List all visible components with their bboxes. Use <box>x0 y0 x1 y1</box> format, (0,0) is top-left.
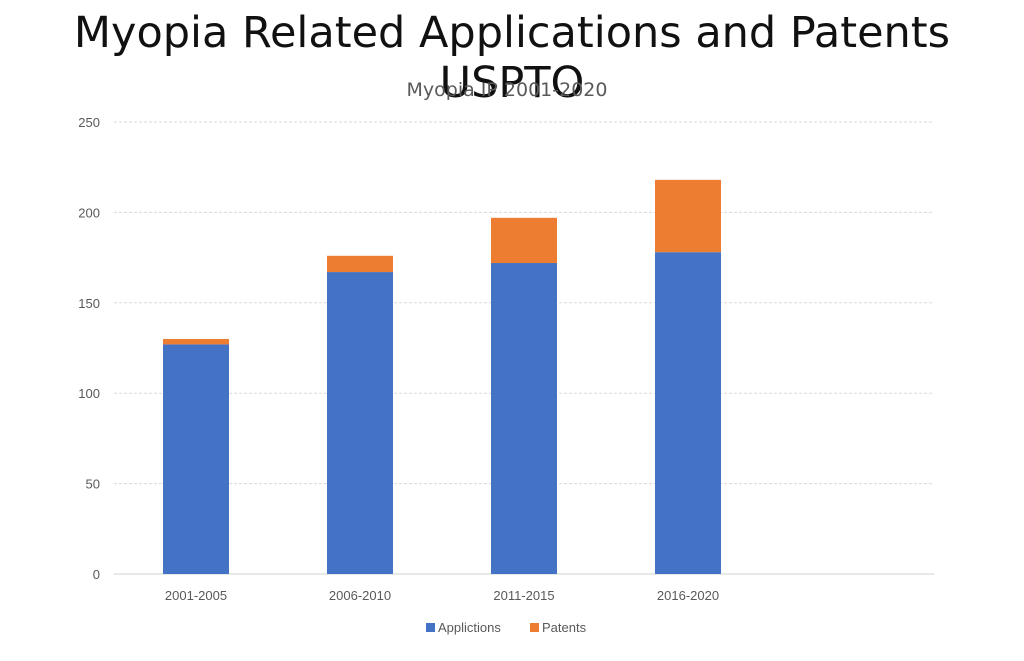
y-tick-label: 200 <box>78 205 100 220</box>
slide-title: Myopia Related Applications and Patents … <box>73 8 951 108</box>
bar-patents <box>327 255 393 273</box>
x-tick-label: 2011-2015 <box>493 588 554 603</box>
bar-applications <box>491 263 557 574</box>
bars <box>163 179 721 574</box>
y-axis-ticks: 0 50 100 150 200 250 <box>78 115 100 582</box>
legend-label: Patents <box>542 620 587 635</box>
legend-swatch <box>530 623 539 632</box>
legend-swatch <box>426 623 435 632</box>
y-tick-label: 150 <box>78 296 100 311</box>
bar-applications <box>163 344 229 574</box>
x-tick-label: 2016-2020 <box>657 588 719 603</box>
legend-label: Applictions <box>438 620 501 635</box>
bar-patents <box>491 217 557 264</box>
y-tick-label: 50 <box>86 477 100 492</box>
chart-title: Myopia IP 2001-2020 <box>407 79 608 101</box>
x-tick-label: 2006-2010 <box>329 588 391 603</box>
y-tick-label: 0 <box>93 567 100 582</box>
bar-applications <box>655 252 721 574</box>
y-tick-label: 250 <box>78 115 100 130</box>
legend: Applictions Patents <box>426 620 587 635</box>
x-axis-ticks: 2001-2005 2006-2010 2011-2015 2016-2020 <box>165 588 719 603</box>
y-tick-label: 100 <box>78 386 100 401</box>
x-tick-label: 2001-2005 <box>165 588 227 603</box>
bar-patents <box>655 179 721 253</box>
bar-applications <box>327 272 393 574</box>
bar-patents <box>163 338 229 345</box>
